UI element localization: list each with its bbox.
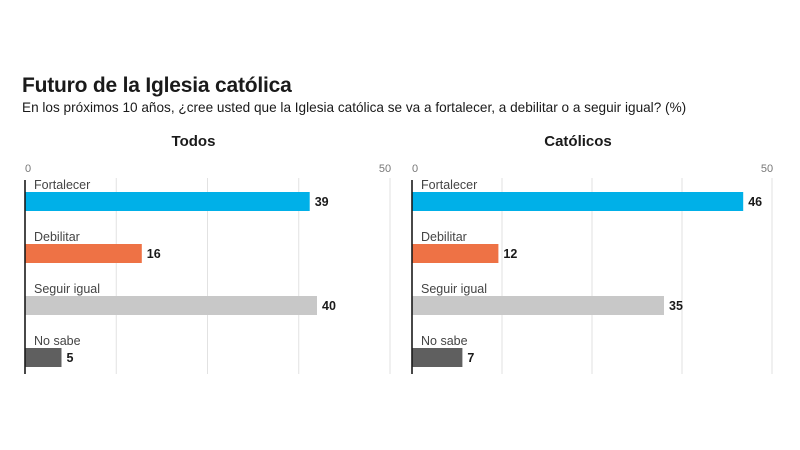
bar-no-sabe: [412, 348, 463, 367]
category-label: Debilitar: [421, 230, 467, 244]
tick-label: 0: [25, 163, 31, 175]
category-label: Debilitar: [34, 230, 80, 244]
value-label: 40: [322, 299, 336, 313]
category-label: Seguir igual: [421, 282, 487, 296]
category-label: No sabe: [421, 334, 468, 348]
tick-label: 0: [412, 163, 418, 175]
bar-seguir-igual: [25, 296, 317, 315]
category-label: Seguir igual: [34, 282, 100, 296]
bar-fortalecer: [412, 192, 744, 211]
bar-debilitar: [25, 244, 142, 263]
category-label: Fortalecer: [34, 178, 90, 192]
bar-seguir-igual: [412, 296, 664, 315]
category-label: No sabe: [34, 334, 81, 348]
value-label: 16: [147, 247, 161, 261]
value-label: 39: [315, 195, 329, 209]
bar-debilitar: [412, 244, 499, 263]
value-label: 5: [67, 351, 74, 365]
value-label: 46: [748, 195, 762, 209]
panel-title: Católicos: [544, 133, 612, 150]
panel-title: Todos: [172, 133, 216, 150]
category-label: Fortalecer: [421, 178, 477, 192]
chart-title: Futuro de la Iglesia católica: [22, 74, 292, 97]
tick-label: 50: [379, 163, 391, 175]
chart-subtitle: En los próximos 10 años, ¿cree usted que…: [22, 100, 687, 115]
value-label: 12: [503, 247, 517, 261]
bar-no-sabe: [25, 348, 62, 367]
value-label: 35: [669, 299, 683, 313]
value-label: 7: [467, 351, 474, 365]
tick-label: 50: [761, 163, 773, 175]
bar-fortalecer: [25, 192, 310, 211]
